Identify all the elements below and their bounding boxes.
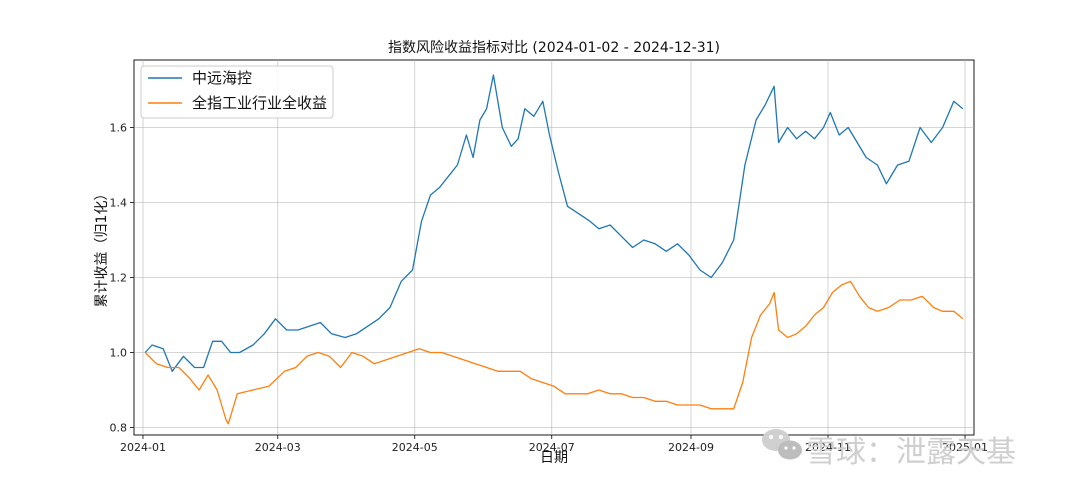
legend-label-zhongyuan: 中远海控 [192,69,252,87]
axis-ticks: 0.8 1.0 1.2 1.4 1.6 2024-01 2024-03 2024-05 2024… [110,122,989,455]
y-tick-label: 1.6 [110,122,128,135]
watermark-text: 雪球：泄露天基 [806,435,1016,470]
x-tick-label: 2024-01 [120,441,166,454]
legend-label-industrial: 全指工业行业全收益 [192,94,327,112]
series-line-1 [144,280,964,425]
y-tick-label: 0.8 [110,422,128,435]
x-tick-label: 2024-07 [529,441,575,454]
x-tick-label: 2024-05 [392,441,438,454]
x-axis-title: 日期 [540,450,568,466]
x-tick-label: 2024-09 [668,441,714,454]
x-tick-label: 2024-11 [805,441,851,454]
series-line-0 [144,74,964,372]
y-tick-label: 1.2 [110,272,128,285]
legend: 中远海控 全指工业行业全收益 [140,65,334,119]
y-tick-label: 1.0 [110,347,128,360]
y-tick-label: 1.4 [110,197,128,210]
series-lines [144,74,964,425]
chart-title: 指数风险收益指标对比 (2024-01-02 - 2024-12-31) [388,40,720,56]
y-axis-title: 累计收益（归1化） [93,187,110,308]
x-tick-label: 2024-03 [255,441,301,454]
grid-lines [134,60,974,435]
watermark: 雪球：泄露天基 [762,429,1016,470]
x-tick-label: 2025-01 [942,441,988,454]
wechat-icon [762,429,802,460]
